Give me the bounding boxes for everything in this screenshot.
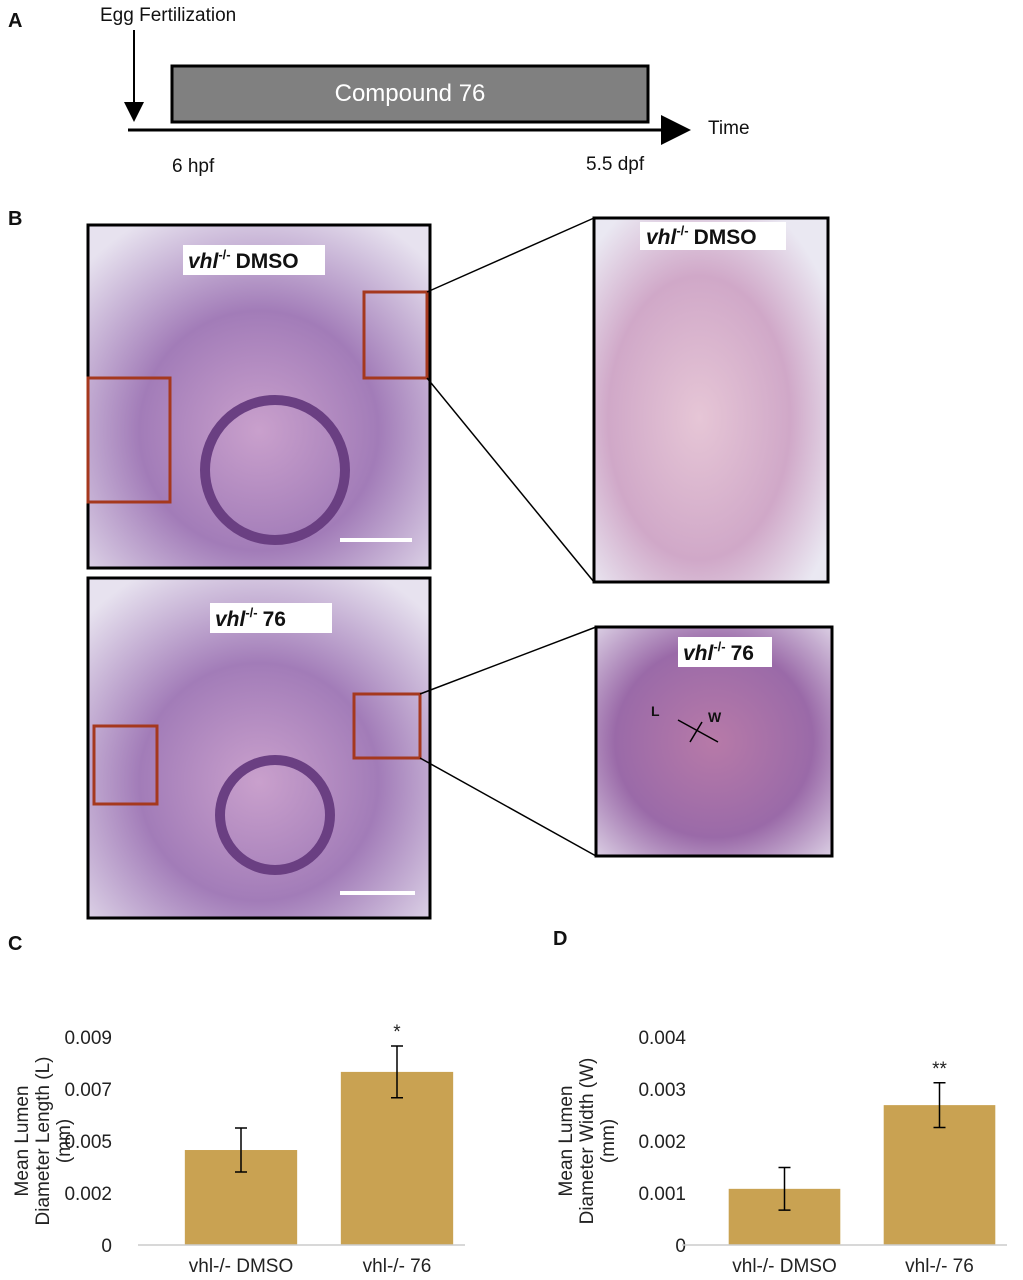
treatment-label: Compound 76: [335, 80, 486, 107]
label-bg: [183, 245, 325, 275]
x-tick-label: vhl-/- 76: [363, 1256, 432, 1277]
histology-image: [86, 576, 432, 920]
y-tick-label: 0.004: [638, 1028, 686, 1049]
roi-box: [352, 692, 422, 760]
error-bar: [778, 1166, 791, 1211]
roi-box: [92, 724, 159, 806]
y-axis-label: Mean Lumen: [556, 1086, 577, 1197]
x-tick-label: vhl-/- DMSO: [189, 1256, 294, 1277]
panel-label: A: [8, 10, 22, 32]
panel-label: B: [8, 208, 22, 230]
y-tick-label: 0.002: [64, 1184, 112, 1205]
histology-image: [86, 223, 432, 570]
y-tick-label: 0.003: [638, 1080, 686, 1101]
y-tick-label: 0.005: [64, 1132, 112, 1153]
significance-label: *: [393, 1022, 401, 1043]
label-bg: [640, 222, 786, 250]
panel-label: C: [8, 933, 22, 955]
image-label: vhl-/- DMSO: [646, 223, 757, 249]
measure-bar: [677, 719, 719, 743]
panel-label: D: [553, 928, 567, 950]
roi-box: [362, 290, 429, 380]
measure-label: L: [651, 703, 660, 719]
y-axis-label: Mean Lumen: [12, 1086, 33, 1197]
image-label: vhl-/- 76: [683, 639, 754, 665]
axis-label: Time: [708, 118, 750, 139]
event-label: Egg Fertilization: [100, 5, 236, 26]
y-tick-label: 0.009: [64, 1028, 112, 1049]
bar: [340, 1071, 454, 1245]
y-tick-label: 0.001: [638, 1184, 686, 1205]
image-label: vhl-/- 76: [215, 605, 286, 631]
y-axis-label: Diameter Length (L): [33, 1057, 54, 1226]
y-tick-label: 0.002: [638, 1132, 686, 1153]
bar: [883, 1105, 996, 1245]
error-bar: [235, 1127, 247, 1173]
error-bar: [391, 1045, 403, 1099]
y-tick-label: 0.007: [64, 1080, 112, 1101]
image-label: vhl-/- DMSO: [188, 247, 299, 273]
tissue-detail: [215, 755, 335, 875]
y-axis-label: (mm): [598, 1119, 619, 1163]
start-label: 6 hpf: [172, 156, 215, 177]
x-tick-label: vhl-/- DMSO: [732, 1256, 837, 1277]
x-tick-label: vhl-/- 76: [905, 1256, 974, 1277]
measure-label: W: [708, 709, 722, 725]
label-bg: [210, 603, 332, 633]
y-tick-label: 0: [675, 1236, 686, 1257]
zoom-lines: [419, 217, 597, 857]
tissue-detail: [200, 395, 350, 545]
label-bg: [678, 637, 772, 667]
end-label: 5.5 dpf: [586, 154, 645, 175]
treatment-box: [170, 64, 650, 124]
y-axis-label: (mm): [54, 1119, 75, 1163]
roi-box: [86, 376, 172, 504]
error-bar: [933, 1082, 946, 1129]
y-axis-label: Diameter Width (W): [577, 1058, 598, 1225]
zoom-image: [592, 216, 830, 584]
y-tick-label: 0: [101, 1236, 112, 1257]
significance-label: **: [932, 1059, 947, 1080]
